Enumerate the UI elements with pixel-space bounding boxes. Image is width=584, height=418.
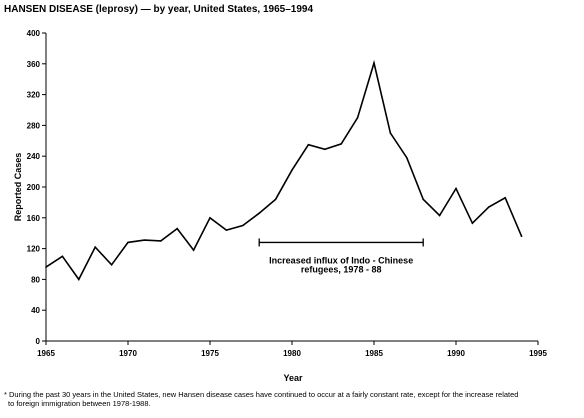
x-tick-label: 1965 xyxy=(37,349,55,358)
y-tick-label: 240 xyxy=(27,152,41,161)
y-tick-label: 120 xyxy=(27,245,41,254)
data-point xyxy=(291,169,293,171)
x-axis-label: Year xyxy=(283,373,303,383)
y-tick-label: 0 xyxy=(36,337,41,346)
data-point xyxy=(160,240,162,242)
y-tick-label: 40 xyxy=(31,306,40,315)
axes xyxy=(45,33,538,342)
y-tick-label: 400 xyxy=(27,29,41,38)
y-tick-label: 280 xyxy=(27,121,41,130)
data-point xyxy=(242,224,244,227)
x-axis-ticks: 1965 1970 1975 1980 1985 1990 1995 xyxy=(37,341,547,358)
y-tick-label: 320 xyxy=(27,91,41,100)
x-tick-label: 1975 xyxy=(201,349,219,358)
data-point xyxy=(324,148,326,151)
data-point xyxy=(340,143,343,145)
footnote-line1: * During the past 30 years in the United… xyxy=(4,390,518,399)
data-point xyxy=(356,116,359,119)
data-point xyxy=(94,246,96,248)
data-point xyxy=(78,278,80,281)
data-point xyxy=(258,212,261,214)
data-point xyxy=(61,255,64,258)
annotation-group: Increased influx of Indo - Chinese refug… xyxy=(258,238,424,274)
data-point xyxy=(504,196,507,199)
series-group xyxy=(45,59,523,281)
data-point xyxy=(209,217,211,219)
y-axis-label: Reported Cases xyxy=(13,153,23,222)
y-tick-label: 360 xyxy=(27,60,41,69)
annotation-text-line2: refugees, 1978 - 88 xyxy=(301,264,382,274)
x-tick-label: 1980 xyxy=(283,349,301,358)
y-tick-label: 200 xyxy=(27,183,41,192)
data-point xyxy=(307,143,310,146)
data-point xyxy=(422,198,425,201)
data-point xyxy=(438,214,441,217)
x-tick-label: 1985 xyxy=(365,349,383,358)
footnote-line2: to foreign immigration between 1978-1988… xyxy=(8,399,151,408)
x-tick-label: 1995 xyxy=(529,349,547,358)
data-point xyxy=(406,156,408,159)
y-tick-label: 160 xyxy=(27,214,41,223)
y-tick-label: 80 xyxy=(31,275,40,284)
annotation-text-line1: Increased influx of Indo - Chinese xyxy=(269,255,413,265)
y-axis-ticks: 0 40 80 120 160 200 240 280 320 360 400 xyxy=(27,29,46,346)
data-point xyxy=(455,187,457,190)
data-point xyxy=(373,62,375,64)
data-point xyxy=(274,198,277,201)
data-point xyxy=(176,227,178,230)
data-point xyxy=(520,235,523,238)
x-tick-label: 1990 xyxy=(447,349,465,358)
data-point xyxy=(471,222,474,224)
data-point xyxy=(192,249,195,251)
chart-title: HANSEN DISEASE (leprosy) — by year, Unit… xyxy=(4,4,313,15)
data-point xyxy=(225,229,228,231)
data-point xyxy=(45,266,47,268)
data-point xyxy=(143,239,146,241)
data-point xyxy=(110,263,113,266)
data-point xyxy=(389,132,392,134)
x-tick-label: 1970 xyxy=(119,349,137,358)
data-point xyxy=(127,241,129,244)
series-line xyxy=(45,59,523,281)
data-point xyxy=(488,206,490,208)
